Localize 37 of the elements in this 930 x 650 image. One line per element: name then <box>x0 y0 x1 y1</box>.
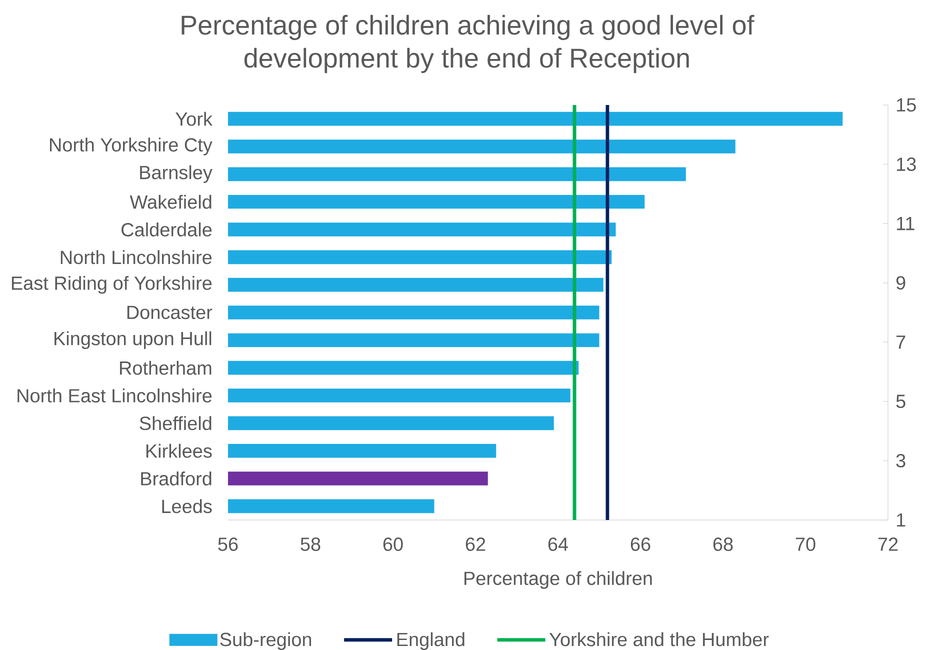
y-tick-label: Kirklees <box>146 444 212 458</box>
y-tick-label: Kingston upon Hull <box>54 331 212 350</box>
y-tick-label: Doncaster <box>127 306 212 320</box>
y-tick-label: North Yorkshire Cty <box>50 138 212 156</box>
x-axis-title: Percentage of children <box>464 571 652 589</box>
y2-tick-label: 11 <box>896 217 914 230</box>
y-tick-label: Barnsley <box>140 165 212 184</box>
chart-title: Percentage of children achieving a good level of development by the end of Reception <box>182 14 754 74</box>
y2-tick-label: 15 <box>896 98 916 112</box>
y2-tick-label: 9 <box>896 276 906 290</box>
x-tick-label: 64 <box>548 538 568 551</box>
y-tick-label: York <box>176 112 212 126</box>
y-tick-label: North East Lincolnshire <box>18 388 212 402</box>
y-tick-label: North Lincolnshire <box>60 250 212 264</box>
legend-label: Sub-region <box>220 632 312 650</box>
y2-tick-label: 3 <box>896 454 906 468</box>
y-tick-label: Calderdale <box>122 222 212 236</box>
x-tick-label: 70 <box>796 538 816 551</box>
legend-label: Yorkshire and the Humber <box>549 632 769 646</box>
x-tick-label: 62 <box>466 538 486 551</box>
y2-tick-label: 13 <box>896 158 916 172</box>
y-tick-label: Rotherham <box>120 360 212 375</box>
y2-tick-label: 7 <box>896 336 906 349</box>
y-tick-label: Bradford <box>141 472 212 486</box>
x-tick-label: 72 <box>878 538 898 551</box>
x-tick-label: 66 <box>630 538 650 551</box>
y-tick-label: Wakefield <box>130 194 212 209</box>
x-tick-label: 60 <box>383 538 403 551</box>
y-tick-label: East Riding of Yorkshire <box>12 276 212 294</box>
y-tick-label: Sheffield <box>140 416 212 430</box>
y-tick-label: Leeds <box>162 499 212 514</box>
x-tick-label: 68 <box>713 538 733 551</box>
y2-tick-label: 1 <box>896 513 906 527</box>
y2-tick-label: 5 <box>896 394 906 408</box>
legend-label: England <box>397 632 464 650</box>
x-tick-label: 56 <box>218 538 238 551</box>
x-tick-label: 58 <box>300 538 320 551</box>
